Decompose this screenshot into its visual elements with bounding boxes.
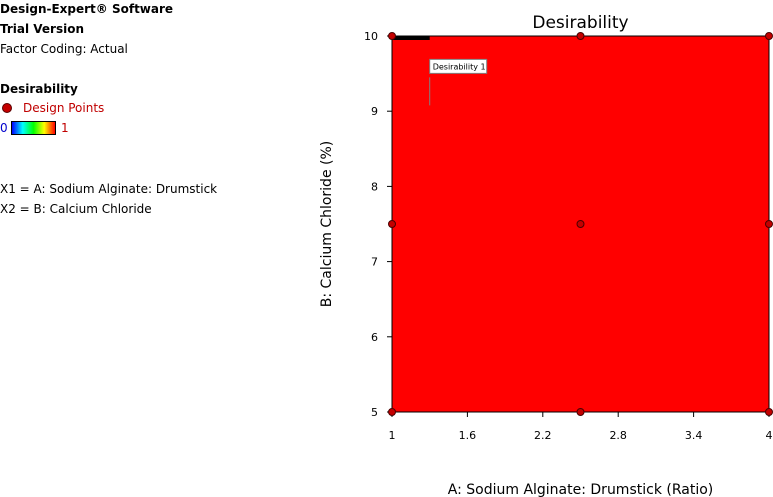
x-tick-label: 2.8 bbox=[609, 429, 627, 442]
color-scale-bar bbox=[11, 121, 56, 135]
design-point bbox=[388, 408, 396, 416]
design-point bbox=[576, 32, 585, 40]
desirability-flag: Desirability 1 bbox=[429, 58, 488, 106]
x-tick-label: 2.2 bbox=[534, 429, 552, 442]
factor-coding: Factor Coding: Actual bbox=[0, 42, 128, 56]
design-point bbox=[765, 220, 773, 228]
color-scale: 0 1 bbox=[0, 121, 69, 135]
scale-min-label: 0 bbox=[0, 121, 8, 135]
design-point-icon bbox=[2, 103, 12, 113]
x-tick-label: 1 bbox=[389, 429, 396, 442]
response-name: Desirability bbox=[0, 82, 78, 96]
design-point bbox=[765, 408, 773, 416]
x-axis: 1 1.6 2.2 2.8 3.4 4 bbox=[389, 412, 773, 442]
design-points-label: Design Points bbox=[23, 101, 105, 115]
x-tick-label: 4 bbox=[766, 429, 773, 442]
version-label: Trial Version bbox=[0, 22, 85, 36]
software-name: Design-Expert® Software bbox=[0, 2, 174, 16]
x-tick-label: 3.4 bbox=[685, 429, 703, 442]
design-points-legend: Design Points bbox=[2, 101, 104, 115]
design-point bbox=[388, 220, 396, 228]
design-points bbox=[388, 32, 773, 416]
flag-label: Desirability 1 bbox=[433, 62, 486, 71]
x-axis-title: A: Sodium Alginate: Drumstick (Ratio) bbox=[448, 482, 714, 497]
scale-max-label: 1 bbox=[61, 121, 69, 135]
y-tick-label: 9 bbox=[371, 105, 378, 118]
design-point bbox=[576, 220, 585, 228]
design-point bbox=[576, 408, 585, 416]
factor-x2: X2 = B: Calcium Chloride bbox=[0, 202, 152, 216]
design-point bbox=[765, 32, 773, 40]
y-axis-title: B: Calcium Chloride (%) bbox=[319, 141, 335, 308]
flag-box bbox=[429, 58, 488, 74]
x-tick-label: 1.6 bbox=[459, 429, 477, 442]
y-tick-label: 7 bbox=[371, 256, 378, 269]
y-tick-label: 5 bbox=[371, 406, 378, 419]
y-tick-label: 10 bbox=[364, 30, 378, 43]
design-point bbox=[388, 32, 396, 40]
chart-title: Desirability bbox=[532, 13, 628, 33]
y-tick-label: 8 bbox=[371, 180, 378, 193]
factor-x1: X1 = A: Sodium Alginate: Drumstick bbox=[0, 182, 218, 196]
y-tick-label: 6 bbox=[371, 331, 378, 344]
y-axis: 5 6 7 8 9 10 bbox=[364, 30, 392, 419]
